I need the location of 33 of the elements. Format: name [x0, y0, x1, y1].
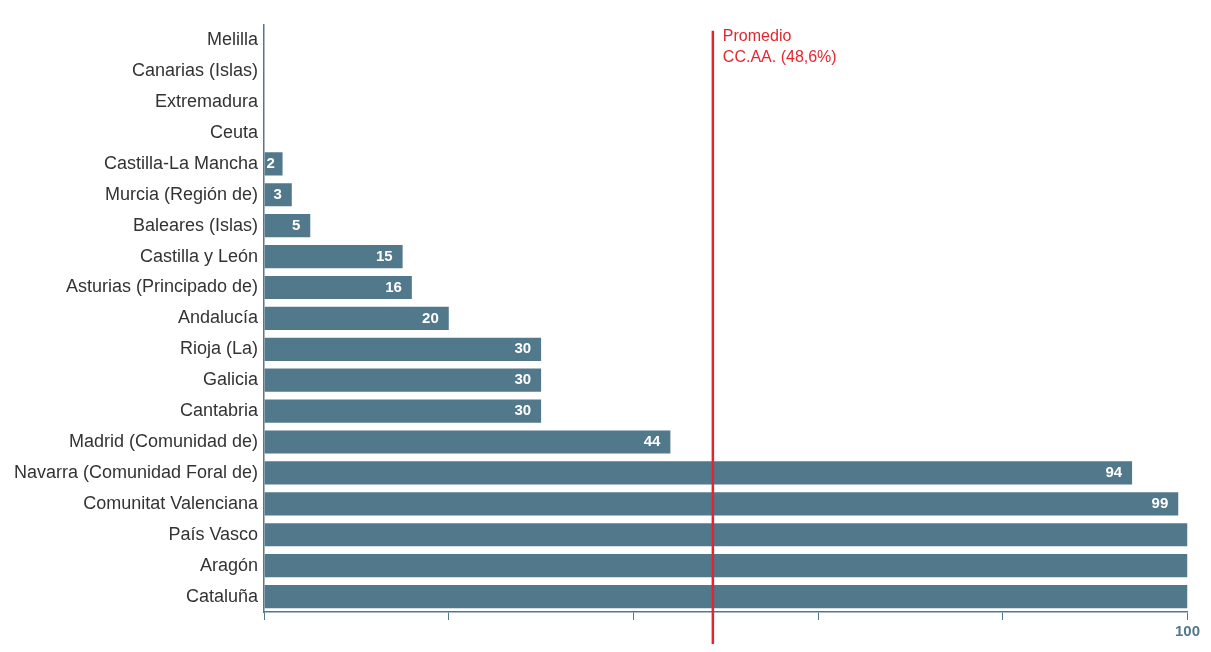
data-label: 3	[273, 184, 282, 202]
y-tick-label: Extremadura	[155, 91, 260, 112]
y-tick-label: Comunitat Valenciana	[83, 492, 260, 513]
data-label: 30	[514, 370, 532, 388]
data-label: 30	[514, 339, 532, 357]
y-tick-label: Aragón	[200, 554, 259, 575]
y-tick-label: Cataluña	[186, 585, 260, 606]
data-label: 99	[1151, 493, 1169, 511]
y-tick-label: Andalucía	[178, 307, 260, 328]
y-tick-label: Baleares (Islas)	[133, 214, 259, 235]
data-label: 94	[1105, 463, 1123, 481]
ref-line-label: Promedio CC.AA. (48,6%)	[722, 27, 837, 66]
data-label: 2	[266, 154, 275, 172]
data-label: 20	[422, 308, 439, 326]
y-tick-label: Asturias (Principado de)	[66, 276, 259, 297]
y-tick-label: Rioja (La)	[180, 338, 259, 359]
data-label: 44	[643, 432, 662, 450]
y-tick-label: Ceuta	[210, 121, 260, 142]
y-tick-label: País Vasco	[168, 523, 259, 544]
x-tick-label: 100	[1174, 622, 1200, 640]
data-label: 16	[385, 277, 402, 295]
data-label: 15	[375, 246, 393, 264]
y-tick-label: Cantabria	[180, 400, 260, 421]
y-tick-label: Madrid (Comunidad de)	[69, 430, 259, 451]
y-tick-label: Melilla	[207, 29, 260, 50]
y-tick-label: Castilla y León	[140, 245, 259, 266]
y-tick-label: Canarias (Islas)	[132, 60, 259, 81]
data-label: 30	[514, 401, 532, 419]
data-label: 5	[291, 215, 301, 233]
y-tick-label: Navarra (Comunidad Foral de)	[13, 461, 259, 482]
y-tick-label: Castilla-La Mancha	[104, 152, 260, 173]
y-tick-label: Murcia (Región de)	[105, 183, 259, 204]
y-tick-label: Galicia	[203, 369, 260, 390]
